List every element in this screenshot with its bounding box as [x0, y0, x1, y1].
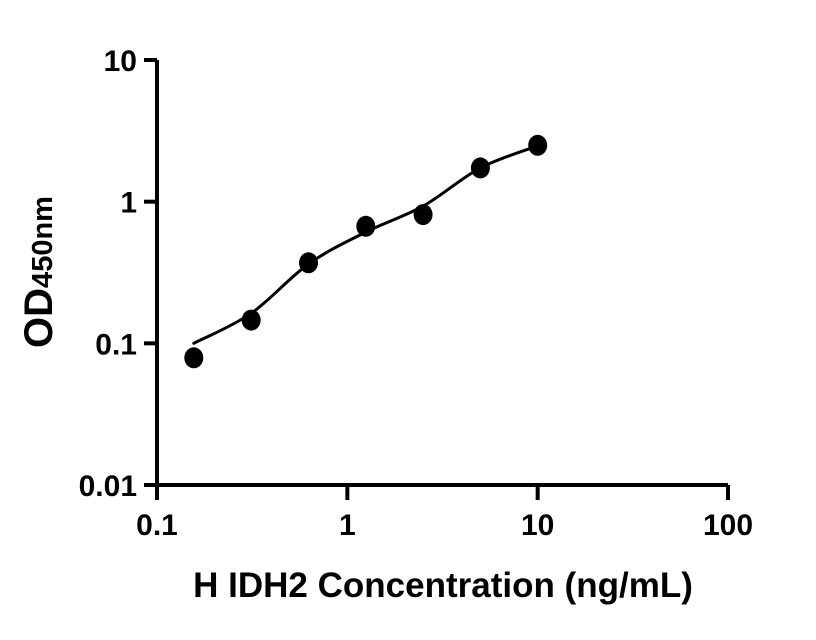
- y-tick-label: 0.01: [79, 470, 137, 503]
- y-axis-title: OD450nm: [17, 196, 61, 348]
- y-tick-label: 10: [104, 45, 137, 78]
- x-tick-label: 1: [339, 509, 356, 542]
- data-point: [413, 204, 433, 226]
- series-layer: [184, 134, 548, 369]
- y-axis-title-main: OD: [17, 288, 61, 348]
- x-tick-label: 0.1: [136, 509, 178, 542]
- y-tick-label: 1: [120, 187, 137, 220]
- x-tick-label: 10: [521, 509, 554, 542]
- x-tick-label: 100: [703, 509, 753, 542]
- data-point: [470, 157, 490, 179]
- y-tick-label: 0.1: [95, 328, 137, 361]
- axes-layer: 0.1 1 10 100 0.01 0.1 1 10: [79, 45, 753, 542]
- data-point: [184, 347, 204, 369]
- data-point: [356, 215, 376, 237]
- data-point: [528, 134, 548, 156]
- data-point: [241, 309, 261, 331]
- data-point: [299, 252, 318, 274]
- y-axis-title-subscript: 450nm: [27, 196, 59, 288]
- x-axis-title: H IDH2 Concentration (ng/mL): [193, 566, 693, 605]
